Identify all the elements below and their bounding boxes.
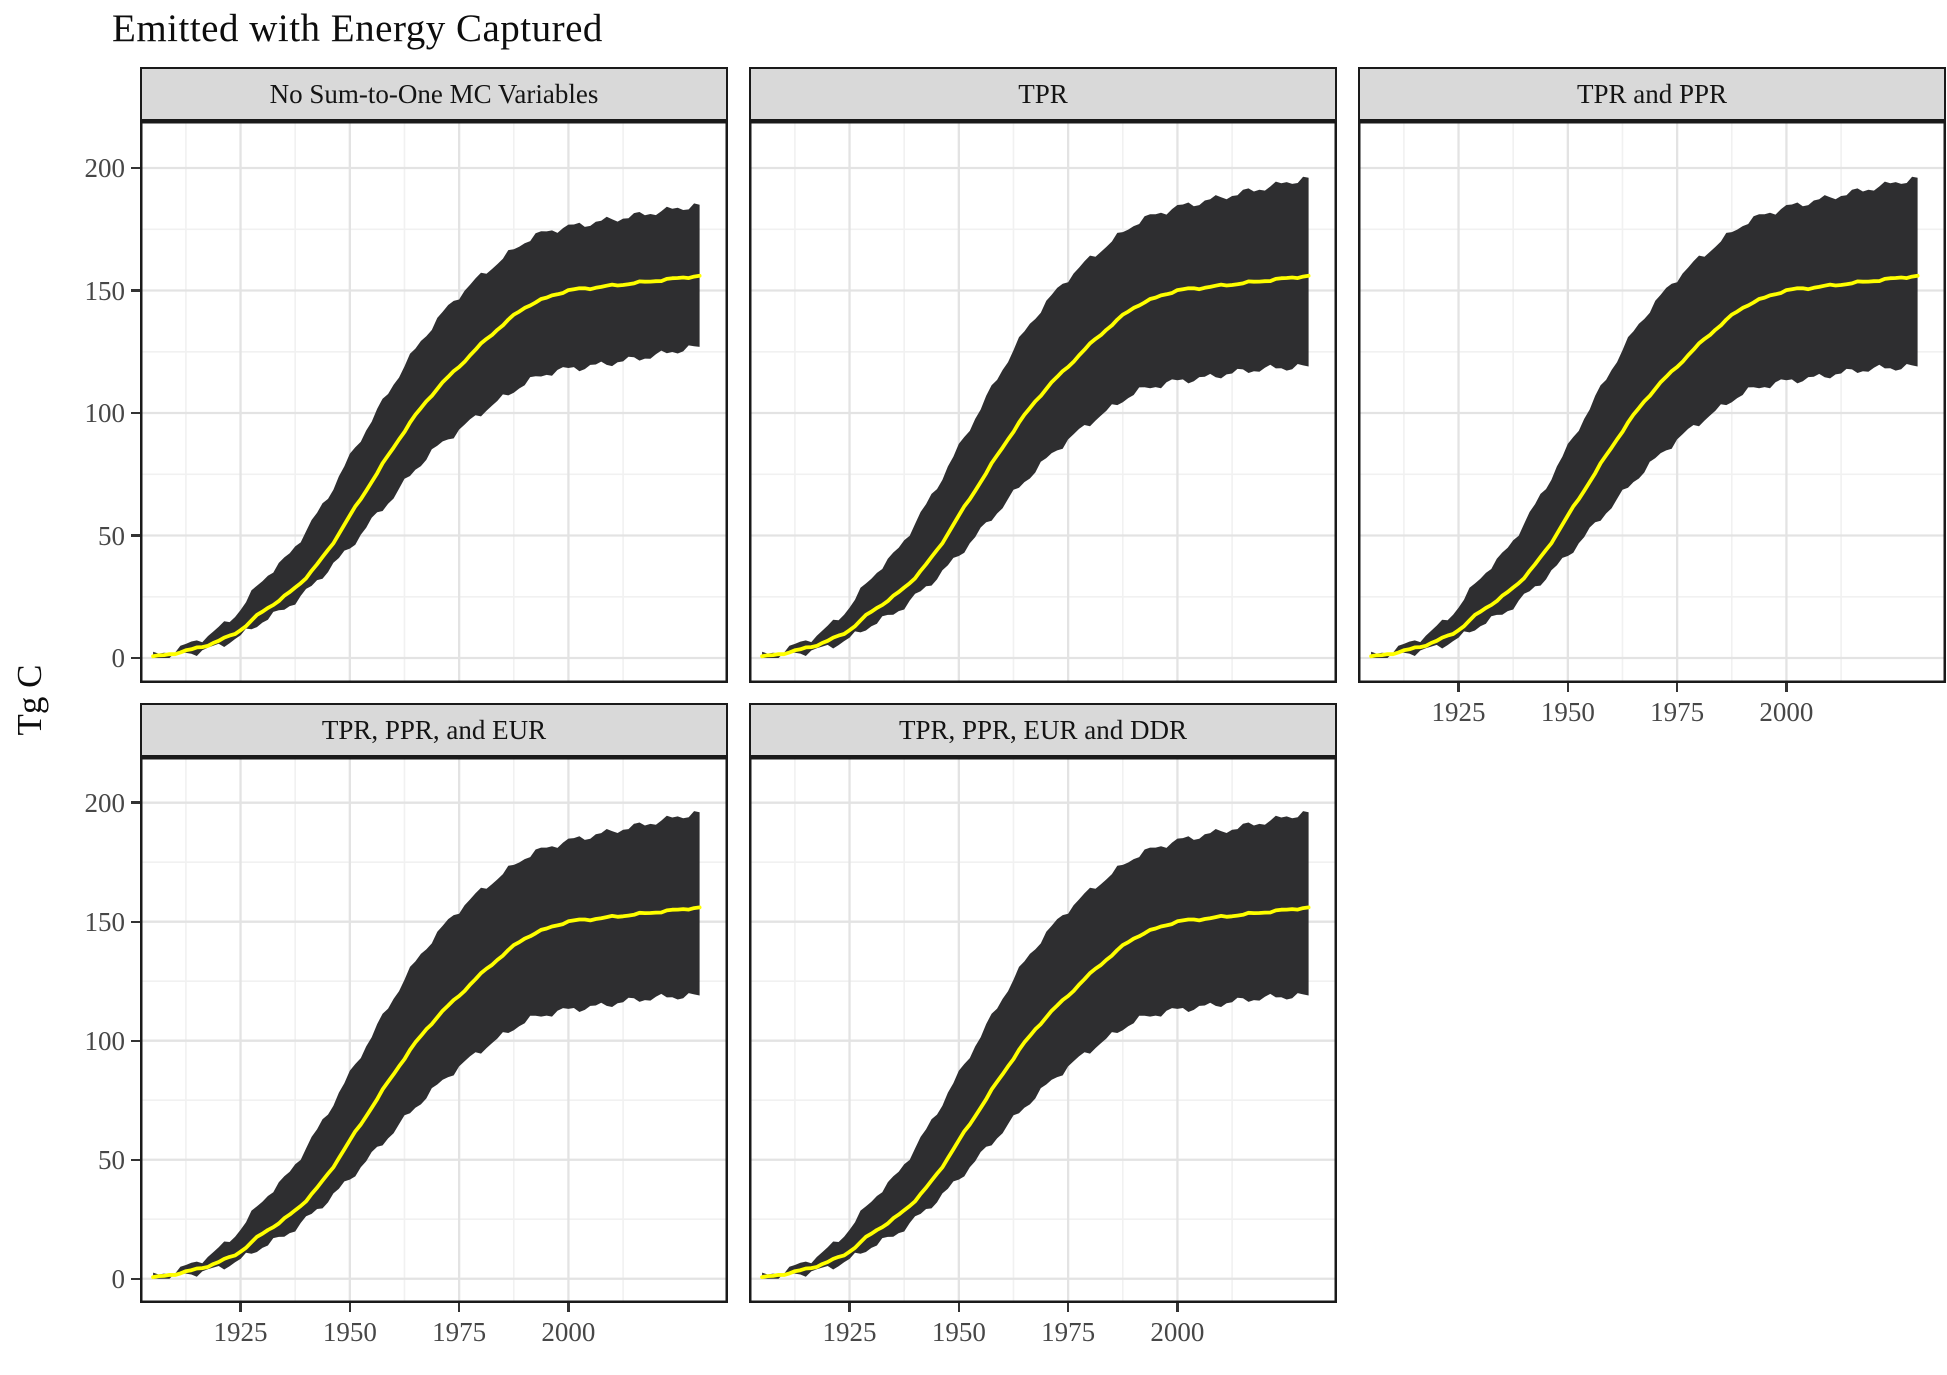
x-tick-label: 1925 bbox=[822, 1317, 877, 1347]
y-tick-mark bbox=[131, 920, 140, 923]
x-tick-label: 1950 bbox=[322, 1317, 377, 1347]
uncertainty-ribbon bbox=[153, 203, 700, 658]
uncertainty-ribbon bbox=[762, 811, 1309, 1279]
facet-plot bbox=[140, 757, 728, 1303]
median-line bbox=[760, 273, 1311, 659]
facet-plot bbox=[749, 757, 1337, 1303]
chart-title: Emitted with Energy Captured bbox=[112, 7, 603, 50]
facet-strip: TPR bbox=[749, 67, 1337, 121]
x-tick-mark bbox=[239, 1303, 242, 1312]
y-tick-mark bbox=[131, 289, 140, 292]
x-tick-label: 2000 bbox=[541, 1317, 596, 1347]
facet-strip-label: No Sum-to-One MC Variables bbox=[269, 78, 599, 109]
y-tick-label: 0 bbox=[111, 643, 126, 673]
uncertainty-ribbon bbox=[153, 811, 700, 1279]
y-tick-mark bbox=[131, 1158, 140, 1161]
x-tick-label: 1975 bbox=[1650, 697, 1705, 727]
facet-strip-label: TPR and PPR bbox=[1576, 78, 1728, 109]
facet-strip: No Sum-to-One MC Variables bbox=[140, 67, 728, 121]
facet-plot bbox=[749, 121, 1337, 683]
uncertainty-ribbon bbox=[762, 176, 1309, 658]
facet-panel bbox=[1358, 121, 1946, 683]
median-line bbox=[1369, 273, 1920, 659]
x-tick-label: 1950 bbox=[931, 1317, 986, 1347]
y-tick-mark bbox=[131, 166, 140, 170]
facet-strip-label: TPR bbox=[1018, 78, 1068, 109]
x-tick-mark bbox=[1675, 683, 1679, 692]
x-tick-label: 2000 bbox=[1150, 1317, 1205, 1347]
y-tick-label: 100 bbox=[84, 398, 126, 429]
facet-strip-label: TPR, PPR, EUR and DDR bbox=[898, 714, 1188, 745]
y-tick-label: 200 bbox=[84, 153, 126, 184]
x-tick-label: 1950 bbox=[1540, 697, 1595, 727]
x-tick-mark bbox=[1457, 683, 1460, 692]
y-tick-mark bbox=[131, 656, 140, 660]
x-tick-label: 1925 bbox=[1431, 697, 1486, 727]
y-tick-label: 100 bbox=[84, 1025, 126, 1056]
x-tick-mark bbox=[457, 1303, 461, 1312]
y-tick-label: 200 bbox=[84, 787, 126, 818]
x-tick-mark bbox=[1785, 683, 1788, 692]
y-tick-label: 150 bbox=[84, 275, 126, 306]
facet-plot bbox=[1358, 121, 1946, 683]
x-tick-mark bbox=[348, 1303, 352, 1312]
x-tick-mark bbox=[848, 1303, 851, 1312]
x-tick-mark bbox=[1566, 683, 1570, 692]
facet-panel bbox=[749, 757, 1337, 1303]
facet-strip: TPR, PPR, and EUR bbox=[140, 703, 728, 757]
x-tick-label: 1975 bbox=[1041, 1317, 1096, 1347]
y-tick-label: 0 bbox=[111, 1263, 126, 1294]
y-axis-title: Tg C bbox=[10, 664, 49, 736]
y-tick-label: 50 bbox=[98, 1144, 125, 1175]
y-tick-mark bbox=[131, 411, 140, 415]
y-tick-mark bbox=[131, 1039, 140, 1042]
y-tick-mark bbox=[131, 1277, 140, 1280]
x-tick-mark bbox=[1066, 1303, 1070, 1312]
facet-panel bbox=[140, 121, 728, 683]
x-tick-label: 2000 bbox=[1759, 697, 1814, 727]
facet-strip: TPR and PPR bbox=[1358, 67, 1946, 121]
y-tick-mark bbox=[131, 534, 140, 537]
y-tick-label: 150 bbox=[84, 906, 126, 937]
facet-strip-label: TPR, PPR, and EUR bbox=[321, 714, 547, 745]
y-tick-mark bbox=[131, 801, 140, 804]
facet-panel bbox=[749, 121, 1337, 683]
x-tick-mark bbox=[1176, 1303, 1179, 1312]
y-tick-label: 50 bbox=[98, 520, 125, 551]
x-tick-mark bbox=[957, 1303, 961, 1312]
x-tick-label: 1975 bbox=[432, 1317, 487, 1347]
x-tick-label: 1925 bbox=[213, 1317, 268, 1347]
x-tick-mark bbox=[567, 1303, 570, 1312]
facet-panel bbox=[140, 757, 728, 1303]
facet-plot bbox=[140, 121, 728, 683]
median-line bbox=[760, 905, 1311, 1279]
uncertainty-ribbon bbox=[1371, 176, 1918, 658]
median-line bbox=[151, 905, 702, 1279]
facet-strip: TPR, PPR, EUR and DDR bbox=[749, 703, 1337, 757]
median-line bbox=[151, 273, 702, 659]
